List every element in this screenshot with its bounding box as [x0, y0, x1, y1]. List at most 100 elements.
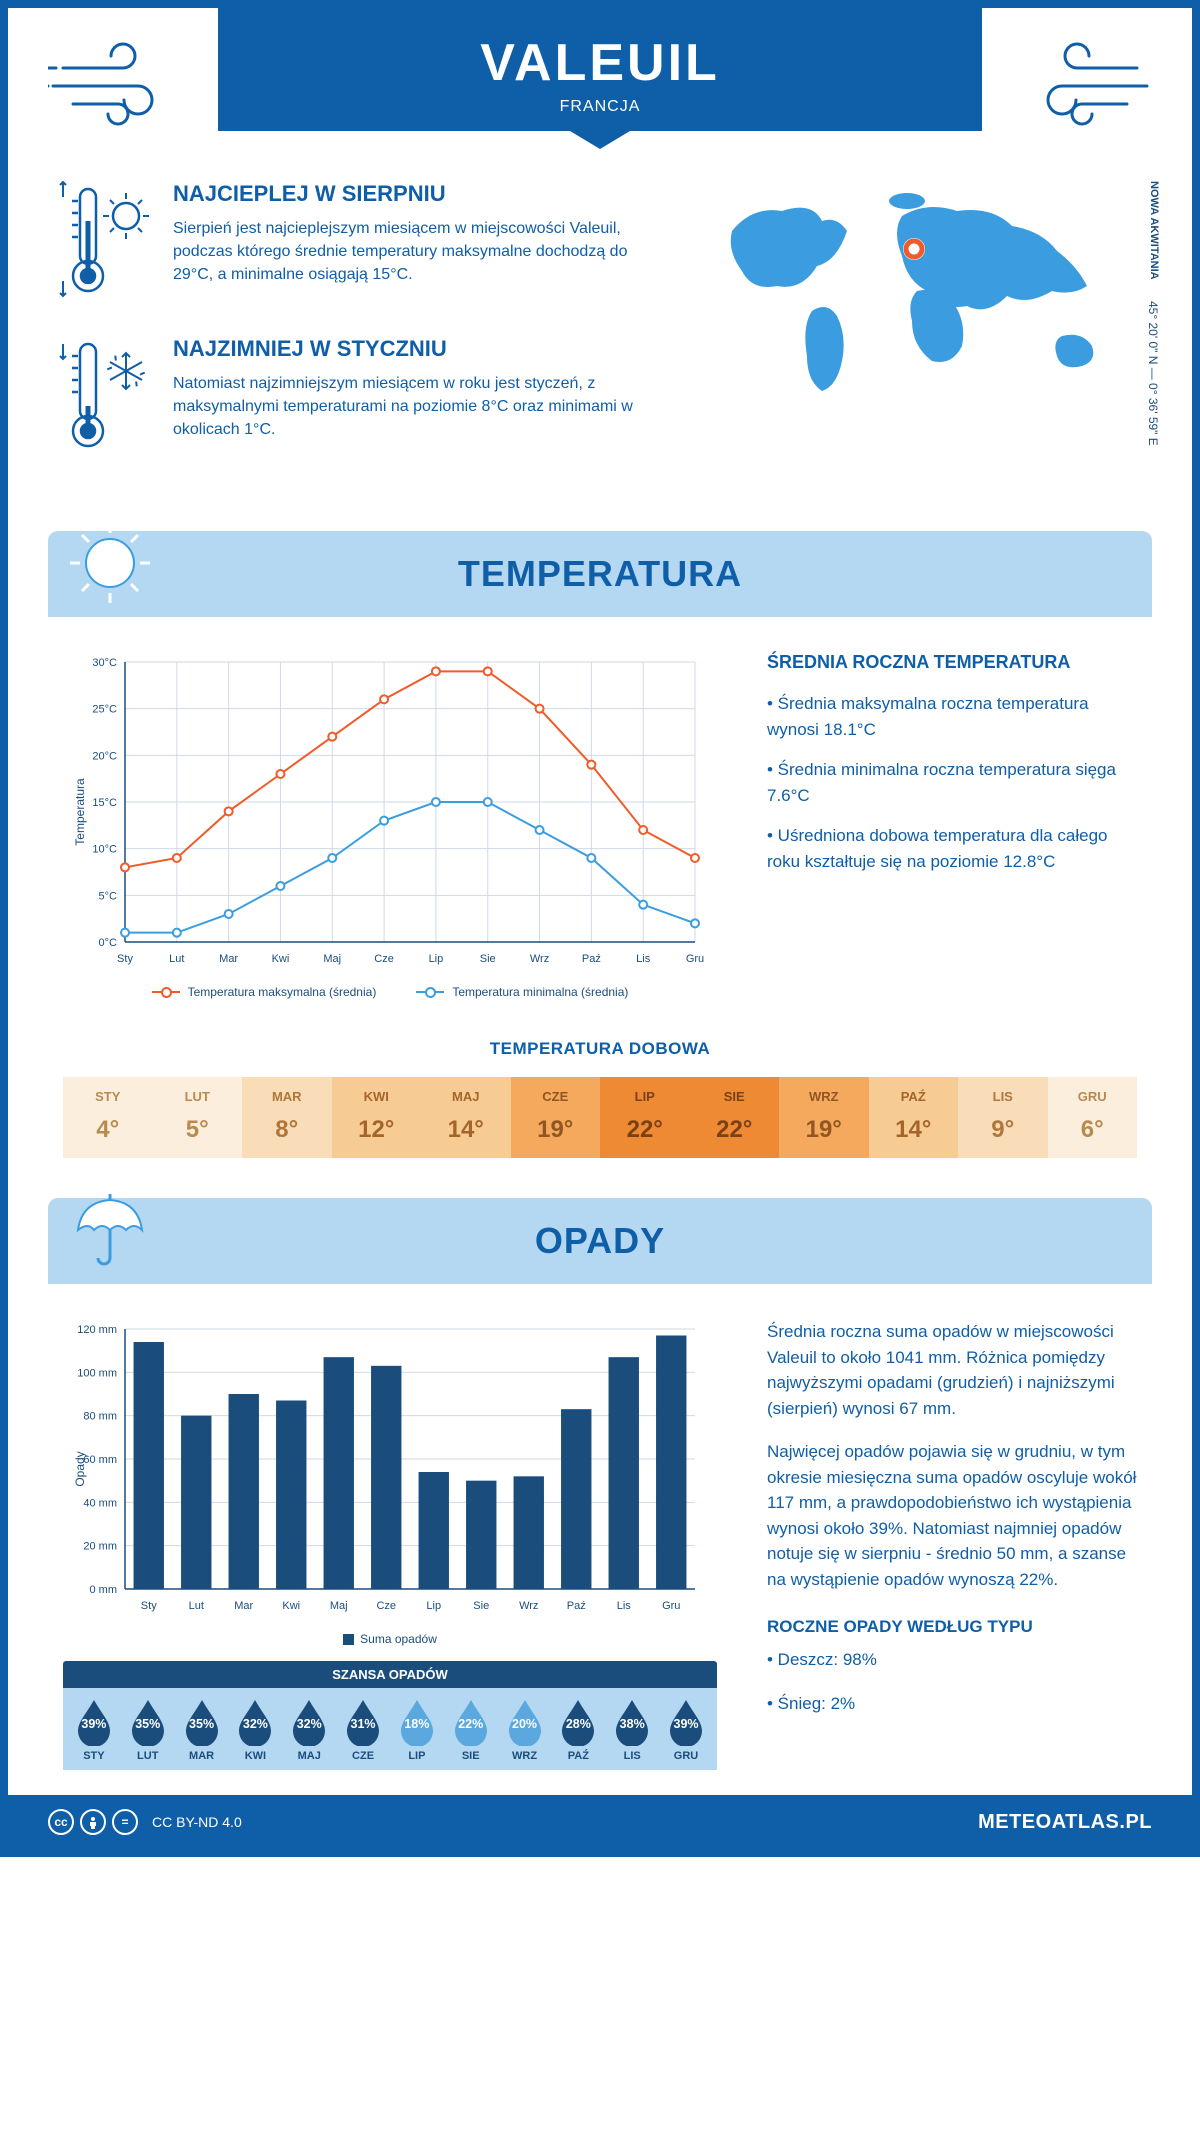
daily-temp-cell: LIP22° — [600, 1077, 690, 1158]
svg-text:Lis: Lis — [636, 953, 651, 965]
temperature-banner: TEMPERATURA — [48, 531, 1152, 617]
thermometer-sun-icon — [58, 181, 153, 306]
drop-icon: 35% — [128, 1698, 168, 1746]
svg-text:60 mm: 60 mm — [83, 1454, 117, 1466]
chance-cell: 31% CZE — [336, 1698, 390, 1762]
drop-icon: 18% — [397, 1698, 437, 1746]
drop-icon: 31% — [343, 1698, 383, 1746]
chance-row: 39% STY 35% LUT 35% MAR 32% KWI 32% MAJ … — [63, 1688, 717, 1770]
daily-temp-cell: CZE19° — [511, 1077, 601, 1158]
temperature-chart: 0°C5°C10°C15°C20°C25°C30°CStyLutMarKwiMa… — [63, 652, 717, 999]
chance-cell: 38% LIS — [605, 1698, 659, 1762]
svg-text:10°C: 10°C — [92, 844, 117, 856]
svg-text:Opady: Opady — [73, 1451, 87, 1486]
drop-icon: 38% — [612, 1698, 652, 1746]
temp-bullet-0: • Średnia maksymalna roczna temperatura … — [767, 691, 1137, 742]
precip-legend: Suma opadów — [63, 1632, 717, 1646]
legend-min: .legend-item:nth-child(2) .legend-line::… — [416, 985, 628, 999]
daily-temp-row: STY4°LUT5°MAR8°KWI12°MAJ14°CZE19°LIP22°S… — [63, 1077, 1137, 1158]
svg-text:Mar: Mar — [234, 1600, 253, 1612]
precipitation-title: OPADY — [78, 1220, 1122, 1262]
daily-temp-cell: SIE22° — [690, 1077, 780, 1158]
drop-icon: 28% — [558, 1698, 598, 1746]
precip-p2: Najwięcej opadów pojawia się w grudniu, … — [767, 1439, 1137, 1592]
drop-icon: 32% — [289, 1698, 329, 1746]
svg-text:Lut: Lut — [189, 1600, 204, 1612]
svg-text:Sty: Sty — [141, 1600, 157, 1612]
precipitation-body: 0 mm20 mm40 mm60 mm80 mm100 mm120 mmOpad… — [8, 1284, 1192, 1795]
svg-text:Lis: Lis — [617, 1600, 632, 1612]
thermometer-snow-icon — [58, 336, 153, 461]
cc-icon: cc — [48, 1809, 74, 1835]
drop-icon: 22% — [451, 1698, 491, 1746]
svg-text:Lut: Lut — [169, 953, 184, 965]
svg-text:Wrz: Wrz — [519, 1600, 538, 1612]
temp-aside-title: ŚREDNIA ROCZNA TEMPERATURA — [767, 652, 1137, 673]
svg-text:100 mm: 100 mm — [77, 1367, 117, 1379]
footer-brand: METEOATLAS.PL — [978, 1811, 1152, 1834]
page: VALEUIL FRANCJA — [0, 0, 1200, 1857]
svg-text:40 mm: 40 mm — [83, 1497, 117, 1509]
chance-title: SZANSA OPADÓW — [63, 1661, 717, 1688]
precip-type-rain: • Deszcz: 98% — [767, 1647, 1137, 1673]
daily-temp-cell: PAŹ14° — [869, 1077, 959, 1158]
svg-text:Gru: Gru — [686, 953, 704, 965]
warmest-body: Sierpień jest najcieplejszym miesiącem w… — [173, 217, 662, 287]
daily-temp-cell: LUT5° — [153, 1077, 243, 1158]
daily-temp-cell: STY4° — [63, 1077, 153, 1158]
svg-text:15°C: 15°C — [92, 797, 117, 809]
svg-text:0 mm: 0 mm — [90, 1584, 118, 1596]
chance-cell: 28% PAŹ — [551, 1698, 605, 1762]
precipitation-aside: Średnia roczna suma opadów w miejscowośc… — [767, 1319, 1137, 1770]
daily-temp-cell: LIS9° — [958, 1077, 1048, 1158]
umbrella-icon — [68, 1188, 153, 1273]
precipitation-chart: 0 mm20 mm40 mm60 mm80 mm100 mm120 mmOpad… — [63, 1319, 717, 1770]
chance-cell: 18% LIP — [390, 1698, 444, 1762]
coldest-block: NAJZIMNIEJ W STYCZNIU Natomiast najzimni… — [58, 336, 662, 461]
precip-p1: Średnia roczna suma opadów w miejscowośc… — [767, 1319, 1137, 1421]
svg-text:Cze: Cze — [376, 1600, 396, 1612]
coldest-title: NAJZIMNIEJ W STYCZNIU — [173, 336, 662, 362]
daily-temp-cell: GRU6° — [1048, 1077, 1138, 1158]
svg-text:Mar: Mar — [219, 953, 238, 965]
country-label: FRANCJA — [238, 98, 962, 116]
daily-temp-title: TEMPERATURA DOBOWA — [63, 1039, 1137, 1059]
chance-cell: 20% WRZ — [498, 1698, 552, 1762]
drop-icon: 32% — [235, 1698, 275, 1746]
legend-max: .legend-item:nth-child(1) .legend-line::… — [152, 985, 377, 999]
svg-text:5°C: 5°C — [99, 890, 118, 902]
svg-text:30°C: 30°C — [92, 657, 117, 669]
daily-temp-section: TEMPERATURA DOBOWA STY4°LUT5°MAR8°KWI12°… — [8, 1019, 1192, 1198]
chance-cell: 39% STY — [67, 1698, 121, 1762]
svg-text:80 mm: 80 mm — [83, 1411, 117, 1423]
svg-text:Sie: Sie — [473, 1600, 489, 1612]
svg-text:25°C: 25°C — [92, 704, 117, 716]
temp-bullet-1: • Średnia minimalna roczna temperatura s… — [767, 757, 1137, 808]
svg-text:Sty: Sty — [117, 953, 133, 965]
chance-cell: 32% KWI — [228, 1698, 282, 1762]
by-icon — [80, 1809, 106, 1835]
info-row: NAJCIEPLEJ W SIERPNIU Sierpień jest najc… — [8, 151, 1192, 531]
daily-temp-cell: KWI12° — [332, 1077, 422, 1158]
nd-icon: = — [112, 1809, 138, 1835]
sun-icon — [68, 521, 153, 606]
chance-cell: 39% GRU — [659, 1698, 713, 1762]
chance-cell: 35% MAR — [175, 1698, 229, 1762]
precip-type-title: ROCZNE OPADY WEDŁUG TYPU — [767, 1617, 1137, 1637]
precip-type-snow: • Śnieg: 2% — [767, 1691, 1137, 1717]
drop-icon: 39% — [666, 1698, 706, 1746]
svg-text:Paź: Paź — [582, 953, 601, 965]
chance-cell: 32% MAJ — [282, 1698, 336, 1762]
license-label: CC BY-ND 4.0 — [152, 1814, 242, 1830]
header: VALEUIL FRANCJA — [8, 8, 1192, 151]
svg-text:20°C: 20°C — [92, 750, 117, 762]
wind-icon-right — [1012, 38, 1152, 128]
svg-text:Paź: Paź — [567, 1600, 586, 1612]
svg-text:Wrz: Wrz — [530, 953, 549, 965]
footer: cc = CC BY-ND 4.0 METEOATLAS.PL — [8, 1795, 1192, 1849]
svg-text:Temperatura: Temperatura — [73, 778, 87, 846]
temp-legend: .legend-item:nth-child(1) .legend-line::… — [63, 985, 717, 999]
region-label: NOWA AKWITANIA — [1148, 181, 1160, 280]
svg-text:Gru: Gru — [662, 1600, 680, 1612]
temp-bullet-2: • Uśredniona dobowa temperatura dla całe… — [767, 823, 1137, 874]
